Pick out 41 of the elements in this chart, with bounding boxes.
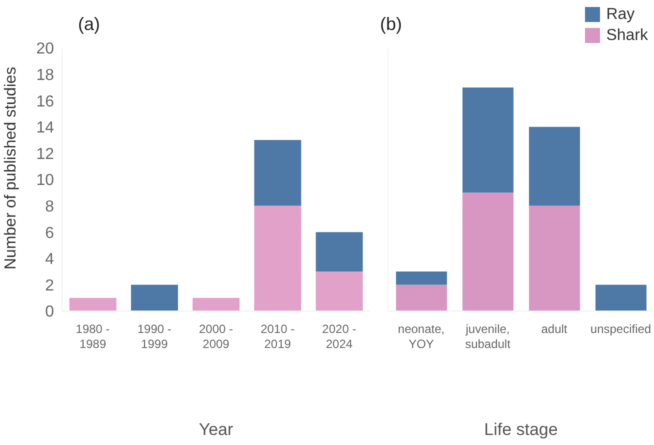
x-tick-label: 2010 - 2019	[260, 322, 295, 351]
x-axis-title: Year	[198, 420, 234, 439]
y-tick-label: 2	[45, 277, 54, 294]
legend-label: Shark	[606, 26, 648, 44]
x-tick-label: 1980 - 1989	[76, 322, 110, 351]
y-tick-label: 6	[45, 224, 54, 242]
y-tick-label: 18	[36, 66, 54, 84]
y-tick-label: 20	[36, 40, 54, 58]
x-axis-title: Life stage	[484, 420, 558, 439]
bar	[316, 272, 363, 311]
y-tick-label: 4	[45, 251, 54, 268]
chart-title: (b)	[380, 14, 402, 35]
bar	[528, 206, 580, 311]
x-tick-label: adult	[541, 322, 568, 336]
bar	[316, 232, 363, 272]
x-tick-label: 2000 - 2009	[198, 322, 234, 351]
y-axis-title: Number of published studies	[2, 66, 20, 270]
bar	[396, 284, 447, 311]
y-tick-label: 14	[36, 120, 54, 137]
y-tick-label: 12	[36, 146, 54, 163]
x-tick-label: 2020 - 2024	[322, 322, 356, 351]
y-tick-label: 0	[45, 304, 54, 321]
chart-title: (a)	[78, 14, 100, 35]
y-tick-label: 10	[36, 172, 54, 190]
bar	[254, 206, 302, 311]
legend-label: Ray	[606, 6, 635, 24]
bar	[462, 87, 514, 193]
bar	[192, 298, 240, 311]
y-tick-label: 8	[45, 198, 54, 216]
x-tick-label: unspecified	[590, 322, 652, 336]
bar	[528, 126, 580, 206]
bar	[462, 192, 514, 311]
x-tick-label: 1990 - 1999	[137, 322, 172, 351]
bar	[254, 140, 302, 206]
y-tick-label: 16	[36, 93, 54, 110]
bar	[396, 272, 447, 285]
bar	[69, 298, 116, 311]
bar	[595, 284, 646, 311]
x-tick-label: juvenile, subadult	[464, 322, 512, 351]
x-tick-label: neonate, YOY	[398, 322, 445, 351]
bar	[130, 284, 178, 311]
